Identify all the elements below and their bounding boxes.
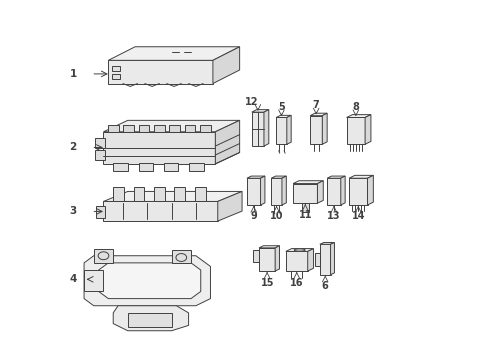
Text: 16: 16 <box>289 278 303 288</box>
Polygon shape <box>340 176 345 205</box>
Polygon shape <box>348 178 367 205</box>
Bar <box>154 125 164 132</box>
Bar <box>95 138 105 148</box>
Polygon shape <box>246 178 260 205</box>
Polygon shape <box>217 192 242 221</box>
Bar <box>163 163 178 171</box>
Polygon shape <box>285 251 307 271</box>
Bar <box>138 163 153 171</box>
Text: 2: 2 <box>69 143 77 153</box>
Polygon shape <box>275 246 279 271</box>
Text: 10: 10 <box>269 211 283 221</box>
Polygon shape <box>259 246 279 248</box>
Text: 3: 3 <box>69 206 77 216</box>
Polygon shape <box>365 114 370 144</box>
Polygon shape <box>108 60 212 84</box>
Polygon shape <box>94 249 113 263</box>
Polygon shape <box>330 243 334 275</box>
Polygon shape <box>285 249 313 251</box>
Polygon shape <box>253 250 259 262</box>
Ellipse shape <box>294 249 305 251</box>
Polygon shape <box>212 47 239 84</box>
Text: 9: 9 <box>250 211 257 221</box>
Polygon shape <box>251 110 268 112</box>
Polygon shape <box>319 244 330 275</box>
Polygon shape <box>282 176 286 205</box>
Text: 5: 5 <box>278 102 284 112</box>
Polygon shape <box>307 249 313 271</box>
Polygon shape <box>367 175 372 205</box>
Text: 11: 11 <box>298 210 311 220</box>
Bar <box>108 125 119 132</box>
Polygon shape <box>251 112 264 146</box>
Polygon shape <box>322 113 326 144</box>
Polygon shape <box>317 181 323 203</box>
Polygon shape <box>309 116 322 144</box>
Bar <box>133 187 144 202</box>
Polygon shape <box>276 115 290 117</box>
Bar <box>301 203 308 212</box>
Bar <box>154 187 164 202</box>
Bar <box>139 125 149 132</box>
Bar <box>113 163 127 171</box>
Text: 12: 12 <box>244 97 258 107</box>
Polygon shape <box>171 250 191 263</box>
Bar <box>195 187 205 202</box>
Polygon shape <box>259 248 275 271</box>
Polygon shape <box>348 175 372 178</box>
Bar <box>200 125 210 132</box>
Bar <box>184 125 195 132</box>
Text: 4: 4 <box>69 274 77 284</box>
Text: 13: 13 <box>326 211 340 221</box>
Polygon shape <box>84 270 103 292</box>
Polygon shape <box>103 132 215 164</box>
Bar <box>96 206 105 217</box>
Text: 7: 7 <box>312 100 319 111</box>
Polygon shape <box>99 263 201 298</box>
Polygon shape <box>276 117 286 144</box>
Bar <box>189 163 203 171</box>
Bar <box>169 125 180 132</box>
Text: 1: 1 <box>69 69 77 79</box>
Polygon shape <box>286 115 290 144</box>
Polygon shape <box>271 178 282 205</box>
Polygon shape <box>215 120 239 164</box>
Polygon shape <box>309 113 326 116</box>
Polygon shape <box>246 176 264 178</box>
Polygon shape <box>346 114 370 117</box>
Polygon shape <box>292 181 323 184</box>
Text: 8: 8 <box>352 102 359 112</box>
Bar <box>113 187 123 202</box>
Polygon shape <box>103 192 242 202</box>
Polygon shape <box>326 176 345 178</box>
Polygon shape <box>103 202 217 221</box>
Polygon shape <box>326 178 340 205</box>
Text: 15: 15 <box>260 278 274 288</box>
Bar <box>127 313 171 327</box>
Bar <box>95 150 105 160</box>
Polygon shape <box>314 253 319 266</box>
Polygon shape <box>84 256 210 306</box>
Polygon shape <box>108 47 239 60</box>
Bar <box>112 66 119 71</box>
Bar <box>174 187 185 202</box>
Text: 6: 6 <box>321 281 328 291</box>
Bar <box>123 125 134 132</box>
Polygon shape <box>113 306 188 331</box>
Polygon shape <box>319 243 334 244</box>
Polygon shape <box>260 176 264 205</box>
Polygon shape <box>271 176 286 178</box>
Polygon shape <box>264 110 268 146</box>
Polygon shape <box>346 117 365 144</box>
Text: 14: 14 <box>351 211 364 221</box>
Bar <box>112 73 119 79</box>
Polygon shape <box>103 120 239 132</box>
Polygon shape <box>292 184 317 203</box>
